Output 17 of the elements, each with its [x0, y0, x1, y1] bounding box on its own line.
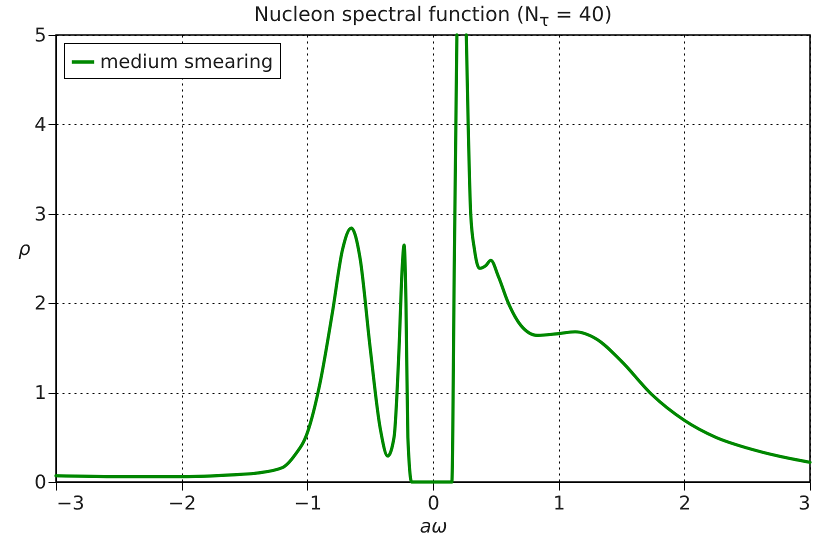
y-tick-label: 5	[34, 24, 46, 46]
y-tick-label: 3	[34, 203, 46, 226]
x-tick-label: 0	[427, 492, 440, 514]
x-axis-title: aω	[420, 516, 448, 538]
x-tick-label: −3	[56, 492, 85, 514]
x-tick-label: 1	[553, 492, 566, 514]
chart-title: Nucleon spectral function (N$_{τ}$ = 40)	[253, 2, 613, 30]
y-tick-label: 1	[34, 382, 46, 404]
legend-label: medium smearing	[100, 51, 274, 73]
y-axis-title: ρ	[18, 238, 30, 260]
y-tick-label: 0	[34, 472, 46, 494]
y-tick-label: 2	[34, 292, 46, 315]
x-tick-label: 2	[678, 492, 691, 514]
x-tick-label: −1	[294, 492, 322, 514]
y-tick-label: 4	[34, 114, 46, 136]
x-tick-label: −2	[168, 492, 196, 514]
x-tick-label: 3	[798, 492, 810, 514]
